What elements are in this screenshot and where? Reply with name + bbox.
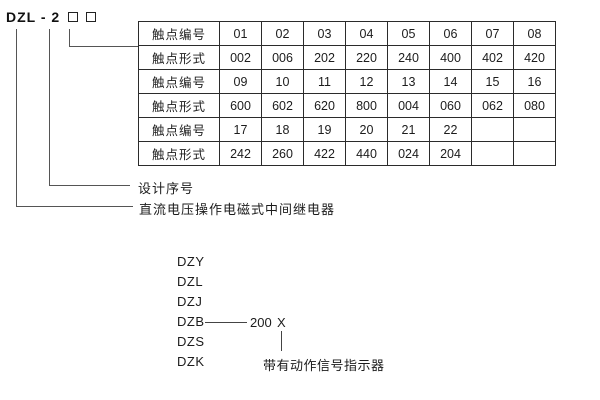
value-cell: 600 xyxy=(219,93,262,118)
value-cell xyxy=(513,141,556,166)
model-code: DZL - 2 xyxy=(6,9,96,25)
value-cell: 09 xyxy=(219,69,262,94)
connector-line-relay-horizontal xyxy=(16,206,133,207)
row-label-cell: 触点形式 xyxy=(138,45,220,70)
design-serial-label: 设计序号 xyxy=(138,181,195,196)
value-cell xyxy=(513,117,556,142)
value-cell: 17 xyxy=(219,117,262,142)
value-cell: 240 xyxy=(387,45,430,70)
value-cell: 04 xyxy=(345,21,388,46)
row-label-cell: 触点编号 xyxy=(138,21,220,46)
table-row: 触点形式 242 260 422 440 024 204 xyxy=(138,141,556,166)
value-cell: 002 xyxy=(219,45,262,70)
series-item: DZB xyxy=(177,314,205,329)
value-cell: 07 xyxy=(471,21,514,46)
table-row: 触点形式 002 006 202 220 240 400 402 420 xyxy=(138,45,556,70)
value-cell: 01 xyxy=(219,21,262,46)
value-cell: 15 xyxy=(471,69,514,94)
value-cell: 18 xyxy=(261,117,304,142)
value-cell: 060 xyxy=(429,93,472,118)
value-cell: 20 xyxy=(345,117,388,142)
connector-line-serial-vertical xyxy=(49,29,50,185)
value-cell: 11 xyxy=(303,69,346,94)
value-cell: 400 xyxy=(429,45,472,70)
value-cell: 024 xyxy=(387,141,430,166)
table-row: 触点编号 09 10 11 12 13 14 15 16 xyxy=(138,69,556,94)
value-cell xyxy=(471,141,514,166)
value-cell: 006 xyxy=(261,45,304,70)
connector-line-serial-horizontal xyxy=(49,185,130,186)
value-cell: 21 xyxy=(387,117,430,142)
digit-placeholder-box xyxy=(85,12,96,22)
row-label-cell: 触点编号 xyxy=(138,69,220,94)
series-item: DZK xyxy=(177,354,205,369)
value-cell: 422 xyxy=(303,141,346,166)
value-cell: 10 xyxy=(261,69,304,94)
dzb-number: 200 xyxy=(250,315,272,330)
row-label-cell: 触点形式 xyxy=(138,93,220,118)
contact-table: 触点编号 01 02 03 04 05 06 07 08 触点形式 002 006 202 220 240 4… xyxy=(138,21,556,166)
value-cell: 204 xyxy=(429,141,472,166)
table-row: 触点编号 17 18 19 20 21 22 xyxy=(138,117,556,142)
row-label-cell: 触点编号 xyxy=(138,117,220,142)
value-cell: 080 xyxy=(513,93,556,118)
connector-line-relay-vertical xyxy=(16,29,17,206)
value-cell: 420 xyxy=(513,45,556,70)
connector-line-boxes-vertical xyxy=(69,29,70,46)
series-item: DZL xyxy=(177,274,204,289)
indicator-connector-line xyxy=(281,331,282,351)
series-list: DZY DZL DZJ DZB DZS DZK xyxy=(177,252,205,372)
value-cell: 16 xyxy=(513,69,556,94)
value-cell: 602 xyxy=(261,93,304,118)
value-cell: 202 xyxy=(303,45,346,70)
connector-line-boxes-horizontal xyxy=(69,46,138,47)
value-cell: 800 xyxy=(345,93,388,118)
value-cell: 03 xyxy=(303,21,346,46)
contact-table-body: 触点编号 01 02 03 04 05 06 07 08 触点形式 002 006 202 220 240 4… xyxy=(138,21,556,166)
series-item: DZJ xyxy=(177,294,203,309)
indicator-note: 带有动作信号指示器 xyxy=(263,358,385,373)
value-cell: 05 xyxy=(387,21,430,46)
value-cell: 260 xyxy=(261,141,304,166)
value-cell: 13 xyxy=(387,69,430,94)
value-cell: 440 xyxy=(345,141,388,166)
value-cell: 14 xyxy=(429,69,472,94)
value-cell: 620 xyxy=(303,93,346,118)
model-code-text: DZL - 2 xyxy=(6,9,61,25)
dzb-variable: X xyxy=(277,315,286,330)
value-cell: 242 xyxy=(219,141,262,166)
table-row: 触点形式 600 602 620 800 004 060 062 080 xyxy=(138,93,556,118)
dzb-dash-line xyxy=(205,322,247,323)
value-cell: 22 xyxy=(429,117,472,142)
row-label-cell: 触点形式 xyxy=(138,141,220,166)
value-cell xyxy=(471,117,514,142)
value-cell: 12 xyxy=(345,69,388,94)
value-cell: 08 xyxy=(513,21,556,46)
value-cell: 062 xyxy=(471,93,514,118)
series-item: DZY xyxy=(177,254,205,269)
value-cell: 004 xyxy=(387,93,430,118)
value-cell: 19 xyxy=(303,117,346,142)
value-cell: 02 xyxy=(261,21,304,46)
value-cell: 220 xyxy=(345,45,388,70)
value-cell: 402 xyxy=(471,45,514,70)
digit-placeholder-box xyxy=(68,12,79,22)
value-cell: 06 xyxy=(429,21,472,46)
series-item: DZS xyxy=(177,334,205,349)
relay-description-label: 直流电压操作电磁式中间继电器 xyxy=(139,202,336,217)
table-row: 触点编号 01 02 03 04 05 06 07 08 xyxy=(138,21,556,46)
